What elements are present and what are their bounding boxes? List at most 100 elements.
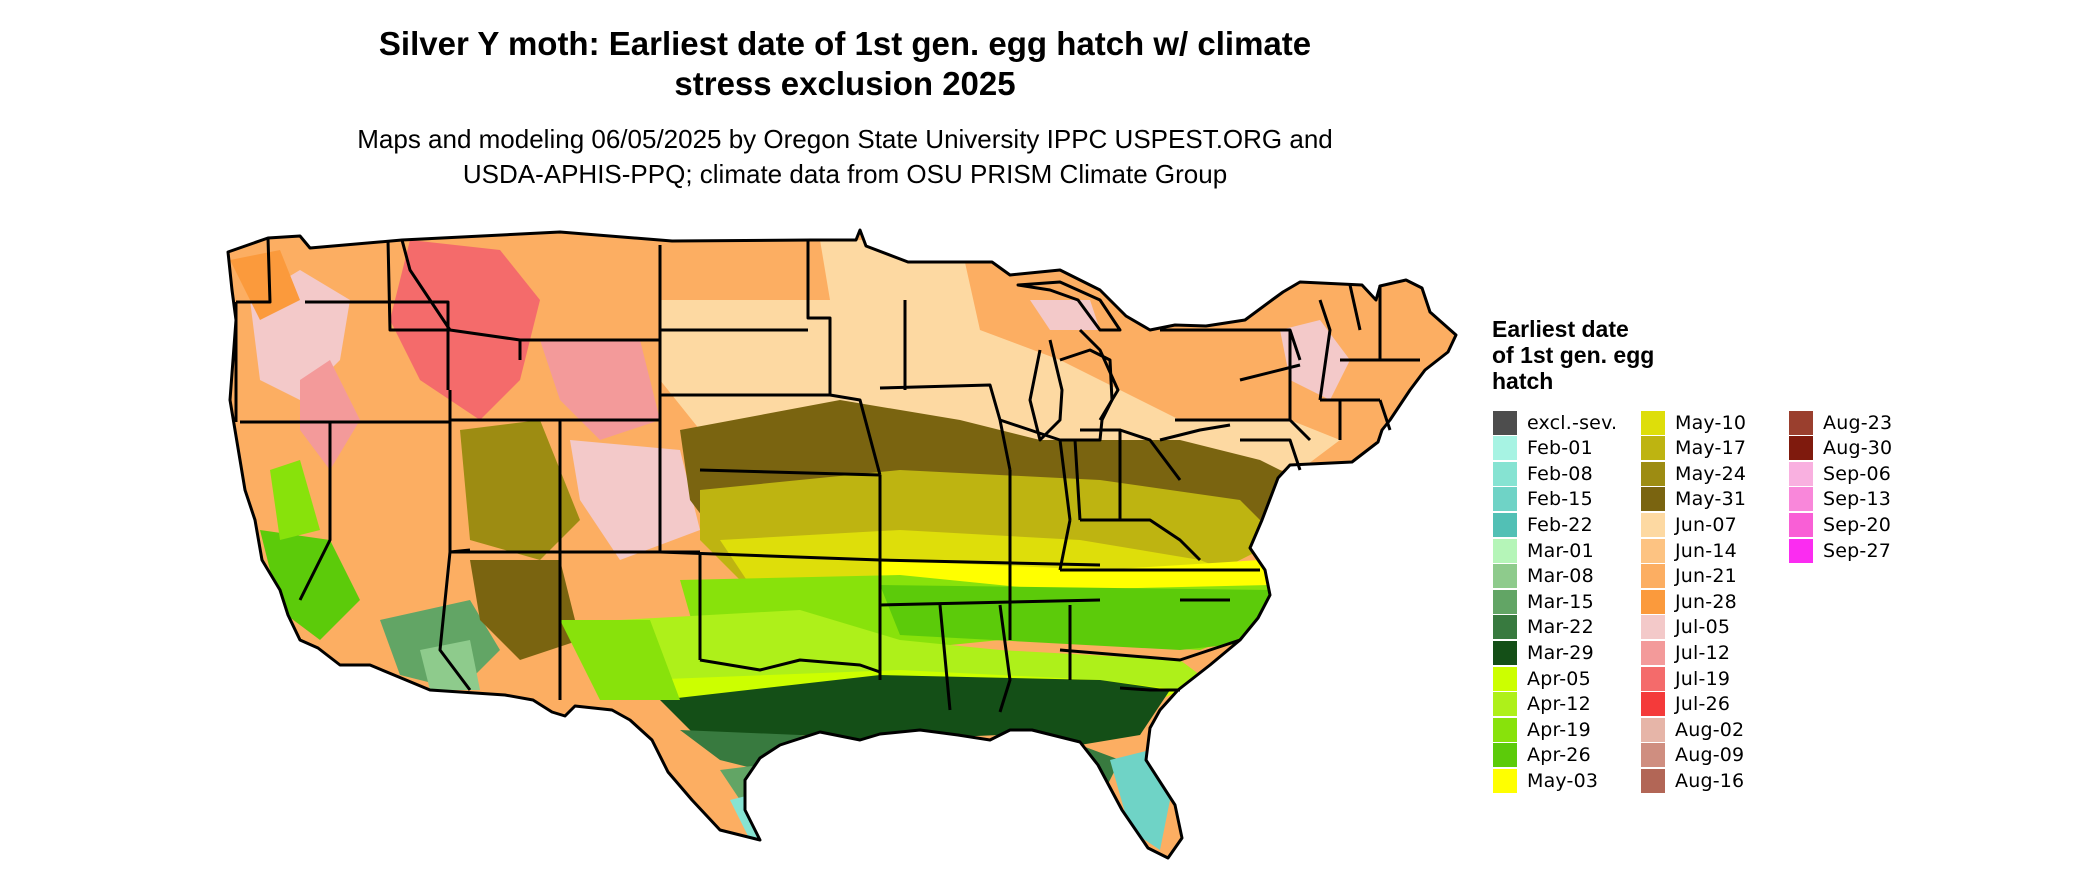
legend-item: Jun-21 [1641, 564, 1737, 589]
legend-swatch [1493, 410, 1517, 435]
legend: excl.-sev. Feb-01 Feb-08 Feb-15 Feb-22 Mar-01… [1493, 410, 1913, 795]
legend-item: Apr-19 [1493, 717, 1591, 742]
legend-label: Aug-16 [1675, 769, 1745, 792]
legend-item: Aug-23 [1789, 410, 1892, 435]
legend-item: Apr-26 [1493, 743, 1591, 768]
legend-swatch [1789, 512, 1813, 537]
legend-label: Mar-08 [1527, 565, 1594, 588]
legend-swatch [1641, 538, 1665, 563]
legend-item: Feb-15 [1493, 487, 1593, 512]
legend-item: Jun-07 [1641, 512, 1737, 537]
legend-item: Jun-14 [1641, 538, 1737, 563]
legend-swatch [1493, 589, 1517, 614]
legend-swatch [1493, 692, 1517, 717]
legend-item: Mar-22 [1493, 615, 1594, 640]
legend-label: Apr-19 [1527, 718, 1591, 741]
legend-label: Jul-19 [1675, 667, 1731, 690]
legend-label: Jun-07 [1675, 513, 1737, 536]
subtitle-line-2: USDA-APHIS-PPQ; climate data from OSU PR… [462, 159, 1228, 189]
title-line-2: stress exclusion 2025 [674, 65, 1016, 102]
legend-item: Mar-29 [1493, 640, 1594, 665]
legend-item: May-24 [1641, 461, 1746, 486]
legend-swatch [1493, 717, 1517, 742]
map-subtitle: Maps and modeling 06/05/2025 by Oregon S… [300, 122, 1390, 192]
legend-swatch [1641, 589, 1665, 614]
legend-swatch [1493, 615, 1517, 640]
legend-item: excl.-sev. [1493, 410, 1617, 435]
legend-label: Mar-15 [1527, 590, 1594, 613]
legend-swatch [1641, 487, 1665, 512]
legend-item: Jun-28 [1641, 589, 1737, 614]
legend-item: Mar-15 [1493, 589, 1594, 614]
legend-label: Mar-01 [1527, 539, 1594, 562]
us-egg-hatch-map [226, 228, 1458, 860]
legend-swatch [1789, 461, 1813, 486]
legend-swatch [1493, 538, 1517, 563]
legend-swatch [1493, 640, 1517, 665]
legend-item: May-10 [1641, 410, 1746, 435]
legend-label: Jul-05 [1675, 616, 1731, 639]
legend-label: Sep-13 [1823, 488, 1892, 511]
legend-swatch [1789, 538, 1813, 563]
legend-swatch [1641, 640, 1665, 665]
legend-label: Aug-30 [1823, 437, 1893, 460]
legend-label: Sep-20 [1823, 513, 1892, 536]
legend-label: Jul-26 [1675, 693, 1731, 716]
legend-item: Aug-16 [1641, 768, 1744, 793]
legend-label: Jun-28 [1675, 590, 1737, 613]
legend-label: Feb-22 [1527, 513, 1593, 536]
legend-title-line-3: hatch [1492, 368, 1554, 394]
legend-item: May-17 [1641, 436, 1746, 461]
legend-item: Jul-26 [1641, 692, 1730, 717]
legend-label: Jun-21 [1675, 565, 1737, 588]
legend-item: Feb-22 [1493, 512, 1593, 537]
legend-label: May-17 [1675, 437, 1747, 460]
legend-swatch [1641, 436, 1665, 461]
legend-item: Jul-12 [1641, 640, 1730, 665]
hatch-date-raster [228, 230, 1456, 858]
legend-swatch [1493, 461, 1517, 486]
legend-item: Aug-09 [1641, 743, 1744, 768]
legend-label: Sep-06 [1823, 462, 1892, 485]
legend-item: Mar-08 [1493, 564, 1594, 589]
legend-swatch [1641, 564, 1665, 589]
legend-item: Sep-27 [1789, 538, 1891, 563]
legend-title-line-1: Earliest date [1492, 316, 1629, 342]
legend-label: May-10 [1675, 411, 1747, 434]
legend-swatch [1641, 615, 1665, 640]
legend-item: Apr-12 [1493, 692, 1591, 717]
legend-swatch [1641, 512, 1665, 537]
legend-item: Feb-01 [1493, 436, 1593, 461]
legend-item: Apr-05 [1493, 666, 1591, 691]
legend-label: Sep-27 [1823, 539, 1892, 562]
legend-label: May-24 [1675, 462, 1747, 485]
legend-item: Feb-08 [1493, 461, 1593, 486]
legend-swatch [1493, 487, 1517, 512]
legend-swatch [1493, 743, 1517, 768]
legend-title-line-2: of 1st gen. egg [1492, 342, 1655, 368]
legend-item: Sep-20 [1789, 512, 1891, 537]
legend-label: Feb-15 [1527, 488, 1593, 511]
legend-swatch [1493, 666, 1517, 691]
legend-swatch [1641, 461, 1665, 486]
subtitle-line-1: Maps and modeling 06/05/2025 by Oregon S… [357, 124, 1333, 154]
legend-label: Apr-05 [1527, 667, 1591, 690]
legend-title: Earliest date of 1st gen. egg hatch [1492, 316, 1752, 394]
legend-item: Aug-02 [1641, 717, 1744, 742]
legend-swatch [1641, 717, 1665, 742]
legend-swatch [1789, 410, 1813, 435]
legend-label: Apr-26 [1527, 744, 1591, 767]
legend-label: May-31 [1675, 488, 1747, 511]
legend-label: Aug-23 [1823, 411, 1893, 434]
legend-item: May-03 [1493, 768, 1598, 793]
legend-label: Apr-12 [1527, 693, 1591, 716]
legend-label: Aug-02 [1675, 718, 1745, 741]
title-line-1: Silver Y moth: Earliest date of 1st gen.… [378, 25, 1312, 62]
legend-swatch [1493, 768, 1517, 793]
legend-swatch [1641, 743, 1665, 768]
legend-swatch [1641, 768, 1665, 793]
legend-label: Mar-22 [1527, 616, 1594, 639]
state-borders [226, 228, 1458, 860]
legend-item: Aug-30 [1789, 436, 1892, 461]
legend-item: May-31 [1641, 487, 1746, 512]
